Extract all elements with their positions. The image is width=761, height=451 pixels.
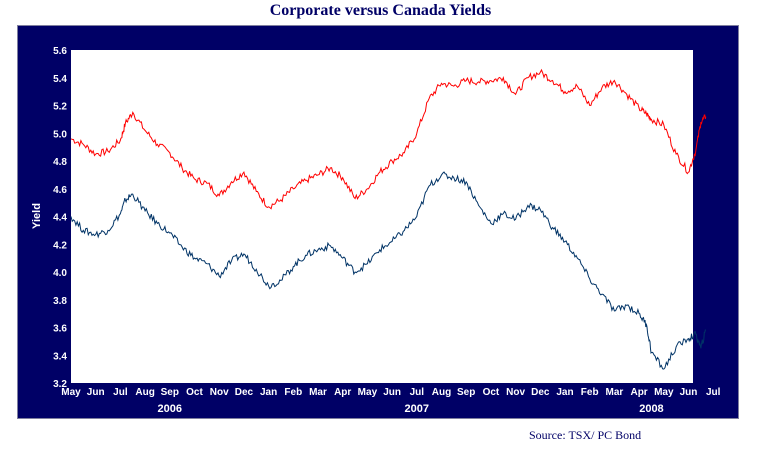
x-tick-label: Sep xyxy=(161,387,179,398)
x-tick-label: Mar xyxy=(606,387,624,398)
y-tick-label: 4.4 xyxy=(53,213,67,224)
x-tick-label: Jul xyxy=(410,387,425,398)
year-label: 2008 xyxy=(639,403,663,415)
chart-frame: 5.6 5.4 5.2 5.0 4.8 4.6 4.4 4.2 4.0 3.8 3.6 3.4 3.2 … xyxy=(17,25,739,419)
x-tick-label: May xyxy=(61,387,81,398)
y-tick-label: 4.6 xyxy=(53,185,67,196)
series-line xyxy=(70,171,707,370)
x-tick-label: Jun xyxy=(680,387,698,398)
series-line xyxy=(70,68,707,210)
y-tick-label: 3.8 xyxy=(53,296,67,307)
x-tick-label: Jan xyxy=(260,387,277,398)
x-tick-label: Apr xyxy=(630,387,647,398)
x-tick-label: Oct xyxy=(186,387,203,398)
y-axis-label: Yield xyxy=(31,203,43,229)
chart-title: Corporate versus Canada Yields xyxy=(269,2,492,19)
x-tick-labels: May Jun Jul Aug Sep Oct Nov Dec Jan Feb Mar Apr May J… xyxy=(61,387,720,398)
x-tick-label: Feb xyxy=(581,387,599,398)
y-tick-label: 5.2 xyxy=(53,102,67,113)
y-tick-label: 5.6 xyxy=(53,46,67,57)
plot-area xyxy=(71,50,693,383)
x-tick-label: Jan xyxy=(556,387,573,398)
source-note: Source: TSX/ PC Bond xyxy=(529,428,642,442)
x-tick-label: Sep xyxy=(457,387,475,398)
x-tick-label: Mar xyxy=(309,387,327,398)
x-tick-label: Jul xyxy=(706,387,721,398)
x-tick-label: Apr xyxy=(334,387,351,398)
y-tick-label: 3.4 xyxy=(53,351,67,362)
x-tick-label: Aug xyxy=(432,387,451,398)
y-tick-label: 5.0 xyxy=(53,129,67,140)
x-tick-label: Jun xyxy=(87,387,105,398)
y-tick-label: 4.2 xyxy=(53,240,67,251)
x-tick-label: Oct xyxy=(483,387,500,398)
x-tick-label: Nov xyxy=(506,387,525,398)
series-layer xyxy=(70,68,707,370)
x-tick-label: Jun xyxy=(383,387,401,398)
year-label: 2006 xyxy=(158,403,182,415)
y-tick-label: 3.6 xyxy=(53,324,67,335)
year-label: 2007 xyxy=(405,403,429,415)
x-tick-label: Aug xyxy=(135,387,154,398)
x-tick-label: May xyxy=(654,387,674,398)
y-tick-labels: 5.6 5.4 5.2 5.0 4.8 4.6 4.4 4.2 4.0 3.8 3.6 3.4 3.2 xyxy=(53,46,67,390)
x-tick-label: Dec xyxy=(531,387,550,398)
year-labels: 2006 2007 2008 xyxy=(158,403,664,415)
x-tick-label: Nov xyxy=(210,387,229,398)
x-tick-label: Jul xyxy=(113,387,128,398)
y-tick-label: 3.2 xyxy=(53,379,67,390)
y-tick-label: 4.0 xyxy=(53,268,67,279)
x-tick-label: May xyxy=(358,387,378,398)
y-tick-label: 4.8 xyxy=(53,157,67,168)
x-tick-label: Feb xyxy=(284,387,302,398)
x-tick-label: Dec xyxy=(235,387,254,398)
chart-svg: 5.65.45.25.04.84.64.44.24.03.83.63.43.2 … xyxy=(31,46,721,415)
y-tick-label: 5.4 xyxy=(53,74,67,85)
